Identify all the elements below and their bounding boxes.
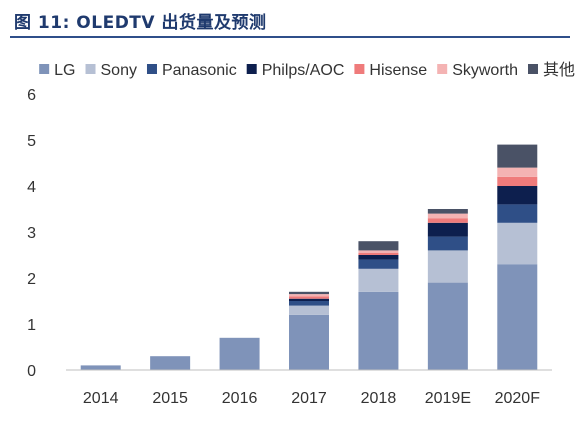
legend-label: Philps/AOC — [262, 62, 345, 79]
bar-segment-hisense-2020f — [497, 176, 538, 186]
legend-item: Sony — [85, 62, 137, 79]
bar-segment-sony-2018 — [358, 268, 399, 292]
bar-segment-philps-aoc-2019e — [427, 222, 468, 237]
legend: LG Sony Panasonic Philps/AOC Hisense Skyworth… — [39, 61, 575, 79]
bar-segment---2017 — [289, 291, 329, 295]
bar-segment-skyworth-2017 — [289, 294, 329, 297]
x-tick-label: 2015 — [152, 390, 188, 407]
bar-segment-panasonic-2017 — [289, 301, 329, 306]
legend-swatch — [85, 64, 96, 74]
bar-segment-lg-2017 — [289, 314, 329, 370]
legend-swatch — [146, 64, 157, 74]
x-tick-label: 2018 — [361, 390, 397, 407]
y-tick-label: 6 — [27, 87, 36, 104]
bar-segment-lg-2015 — [150, 356, 191, 370]
legend-item: 其他 — [527, 61, 575, 79]
bar-segment-lg-2014 — [80, 365, 121, 370]
bar-segment---2018 — [358, 241, 399, 251]
legend-item: Panasonic — [146, 62, 237, 79]
legend-label: Panasonic — [162, 62, 237, 79]
legend-item: Skyworth — [437, 62, 518, 79]
y-tick-label: 3 — [27, 225, 36, 242]
bar-segment-lg-2019e — [427, 282, 468, 370]
title-rule — [10, 36, 570, 38]
legend-item: Hisense — [354, 62, 427, 79]
bar-segment---2020f — [497, 144, 538, 168]
legend-swatch — [354, 64, 365, 74]
bar-segment-lg-2020f — [497, 264, 538, 370]
bar-segment---2019e — [427, 209, 468, 214]
y-tick-label: 4 — [27, 179, 36, 196]
legend-label: Sony — [101, 62, 137, 79]
y-tick-label: 2 — [27, 271, 36, 288]
legend-label: Hisense — [369, 62, 427, 79]
bar-segment-lg-2018 — [358, 291, 399, 370]
legend-item: LG — [39, 62, 76, 79]
legend-label: LG — [54, 62, 75, 79]
bar-segment-skyworth-2018 — [358, 250, 399, 253]
bar-segment-panasonic-2019e — [427, 236, 468, 251]
bar-segment-hisense-2017 — [289, 296, 329, 299]
bar-segment-hisense-2019e — [427, 218, 468, 223]
bar-segment-philps-aoc-2017 — [289, 298, 329, 301]
bar-segment-philps-aoc-2018 — [358, 255, 399, 260]
bar-segment-panasonic-2020f — [497, 204, 538, 223]
x-tick-label: 2016 — [222, 390, 258, 407]
y-axis: 0 1 2 3 4 5 6 — [27, 87, 36, 380]
legend-swatch — [246, 64, 257, 74]
y-tick-label: 0 — [27, 363, 36, 380]
y-tick-label: 5 — [27, 133, 36, 150]
legend-swatch — [527, 64, 538, 74]
bar-segment-skyworth-2019e — [427, 213, 468, 219]
figure-title: 图 11: OLEDTV 出货量及预测 — [14, 13, 267, 33]
legend-swatch — [39, 64, 50, 74]
bar-segment-philps-aoc-2020f — [497, 186, 538, 205]
legend-label: Skyworth — [452, 62, 518, 79]
bars — [80, 144, 538, 370]
x-tick-label: 2014 — [83, 390, 119, 407]
x-tick-label: 2020F — [495, 390, 541, 407]
bar-segment-skyworth-2020f — [497, 167, 538, 177]
bar-segment-hisense-2018 — [358, 252, 399, 255]
x-tick-label: 2017 — [291, 390, 327, 407]
legend-label: 其他 — [543, 61, 575, 79]
bar-segment-sony-2019e — [427, 250, 468, 283]
y-tick-label: 1 — [27, 317, 36, 334]
x-axis: 2014 2015 2016 2017 2018 2019E 2020F — [66, 369, 552, 407]
bar-segment-lg-2016 — [219, 337, 260, 370]
legend-swatch — [437, 64, 448, 74]
bar-segment-sony-2017 — [289, 305, 329, 315]
bar-segment-sony-2020f — [497, 222, 538, 265]
bar-segment-panasonic-2018 — [358, 259, 399, 269]
x-tick-label: 2019E — [425, 390, 471, 407]
legend-item: Philps/AOC — [246, 62, 345, 79]
